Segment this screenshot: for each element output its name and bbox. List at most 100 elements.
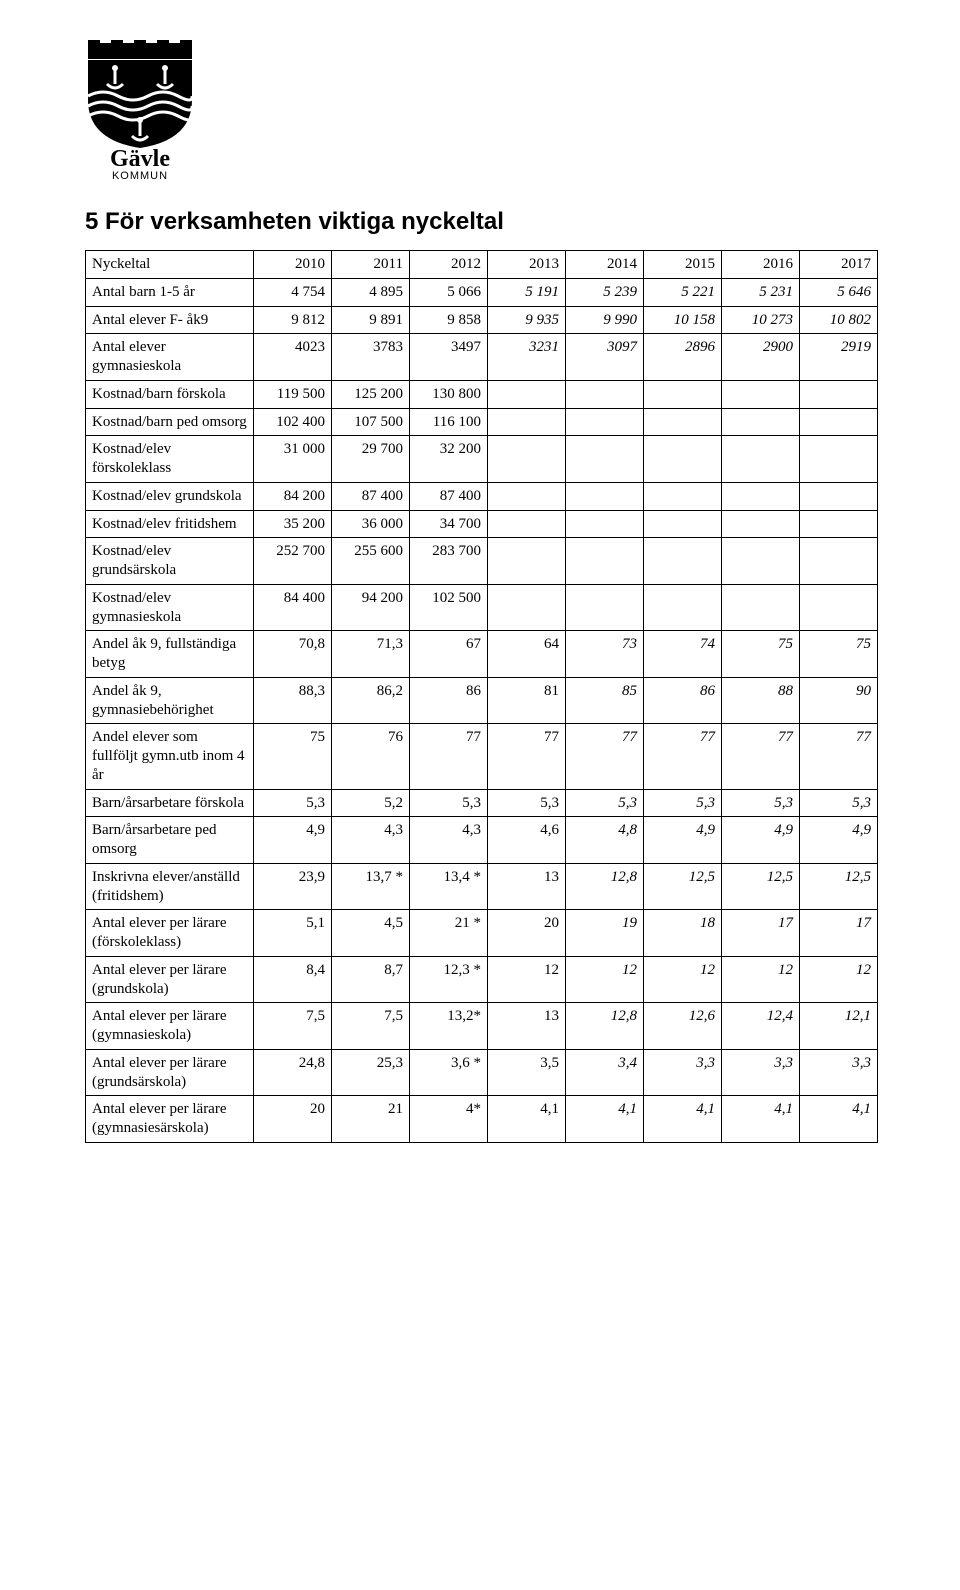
cell: 3,4 bbox=[566, 1049, 644, 1096]
row-label: Inskrivna elever/anställd (fritidshem) bbox=[86, 863, 254, 910]
cell: 5 231 bbox=[722, 278, 800, 306]
cell: 4,5 bbox=[332, 910, 410, 957]
cell: 4,3 bbox=[410, 817, 488, 864]
cell: 77 bbox=[410, 724, 488, 789]
cell: 75 bbox=[800, 631, 878, 678]
cell: 9 935 bbox=[488, 306, 566, 334]
cell bbox=[488, 584, 566, 631]
row-label: Kostnad/elev grundskola bbox=[86, 482, 254, 510]
cell bbox=[800, 510, 878, 538]
cell: 7,5 bbox=[254, 1003, 332, 1050]
year-header: 2011 bbox=[332, 251, 410, 279]
table-row: Antal elever per lärare (grundskola)8,48… bbox=[86, 956, 878, 1003]
nyckeltal-table: Nyckeltal 201020112012201320142015201620… bbox=[85, 250, 878, 1143]
row-label: Antal elever per lärare (förskoleklass) bbox=[86, 910, 254, 957]
row-label: Kostnad/elev förskoleklass bbox=[86, 436, 254, 483]
cell: 125 200 bbox=[332, 380, 410, 408]
cell: 4,9 bbox=[254, 817, 332, 864]
table-row: Antal elever F- åk99 8129 8919 8589 9359… bbox=[86, 306, 878, 334]
cell: 130 800 bbox=[410, 380, 488, 408]
cell: 85 bbox=[566, 677, 644, 724]
cell: 12 bbox=[488, 956, 566, 1003]
cell: 4,8 bbox=[566, 817, 644, 864]
document-page: Gävle KOMMUN 5 För verksamheten viktiga … bbox=[0, 0, 960, 1203]
cell: 86 bbox=[644, 677, 722, 724]
cell: 2919 bbox=[800, 334, 878, 381]
cell bbox=[800, 584, 878, 631]
table-row: Antal elever per lärare (grundsärskola)2… bbox=[86, 1049, 878, 1096]
cell: 73 bbox=[566, 631, 644, 678]
cell: 5 066 bbox=[410, 278, 488, 306]
row-label: Antal elever per lärare (grundsärskola) bbox=[86, 1049, 254, 1096]
cell bbox=[488, 380, 566, 408]
cell bbox=[722, 584, 800, 631]
cell: 90 bbox=[800, 677, 878, 724]
table-row: Kostnad/elev gymnasieskola84 40094 20010… bbox=[86, 584, 878, 631]
row-label: Kostnad/elev fritidshem bbox=[86, 510, 254, 538]
cell: 36 000 bbox=[332, 510, 410, 538]
cell: 77 bbox=[566, 724, 644, 789]
cell: 12,5 bbox=[800, 863, 878, 910]
cell: 4,1 bbox=[488, 1096, 566, 1143]
cell: 13 bbox=[488, 863, 566, 910]
cell: 12,5 bbox=[644, 863, 722, 910]
cell bbox=[644, 408, 722, 436]
table-row: Kostnad/elev förskoleklass31 00029 70032… bbox=[86, 436, 878, 483]
cell: 4* bbox=[410, 1096, 488, 1143]
cell: 29 700 bbox=[332, 436, 410, 483]
cell: 2900 bbox=[722, 334, 800, 381]
cell: 3,5 bbox=[488, 1049, 566, 1096]
cell: 75 bbox=[254, 724, 332, 789]
cell: 88 bbox=[722, 677, 800, 724]
year-header: 2013 bbox=[488, 251, 566, 279]
cell: 18 bbox=[644, 910, 722, 957]
cell: 88,3 bbox=[254, 677, 332, 724]
cell bbox=[644, 510, 722, 538]
cell bbox=[488, 408, 566, 436]
cell: 255 600 bbox=[332, 538, 410, 585]
cell bbox=[566, 584, 644, 631]
cell bbox=[800, 380, 878, 408]
cell: 3,6 * bbox=[410, 1049, 488, 1096]
cell: 12,3 * bbox=[410, 956, 488, 1003]
cell bbox=[566, 380, 644, 408]
cell: 70,8 bbox=[254, 631, 332, 678]
cell: 17 bbox=[800, 910, 878, 957]
cell: 12 bbox=[722, 956, 800, 1003]
cell: 77 bbox=[488, 724, 566, 789]
cell: 107 500 bbox=[332, 408, 410, 436]
cell: 4,1 bbox=[644, 1096, 722, 1143]
cell: 252 700 bbox=[254, 538, 332, 585]
cell bbox=[566, 510, 644, 538]
table-row: Kostnad/elev grundsärskola252 700255 600… bbox=[86, 538, 878, 585]
row-label: Andel åk 9, gymnasiebehörighet bbox=[86, 677, 254, 724]
table-row: Antal elever gymnasieskola40233783349732… bbox=[86, 334, 878, 381]
cell: 67 bbox=[410, 631, 488, 678]
year-header: 2015 bbox=[644, 251, 722, 279]
row-label: Kostnad/barn ped omsorg bbox=[86, 408, 254, 436]
cell: 74 bbox=[644, 631, 722, 678]
cell bbox=[644, 436, 722, 483]
row-label: Antal elever per lärare (gymnasieskola) bbox=[86, 1003, 254, 1050]
cell: 4,6 bbox=[488, 817, 566, 864]
table-row: Barn/årsarbetare förskola5,35,25,35,35,3… bbox=[86, 789, 878, 817]
cell bbox=[644, 538, 722, 585]
row-label: Antal barn 1-5 år bbox=[86, 278, 254, 306]
cell: 10 158 bbox=[644, 306, 722, 334]
cell: 5 221 bbox=[644, 278, 722, 306]
cell: 12,1 bbox=[800, 1003, 878, 1050]
table-body: Antal barn 1-5 år4 7544 8955 0665 1915 2… bbox=[86, 278, 878, 1142]
cell: 84 200 bbox=[254, 482, 332, 510]
cell: 77 bbox=[800, 724, 878, 789]
cell: 86 bbox=[410, 677, 488, 724]
cell: 5,3 bbox=[566, 789, 644, 817]
cell: 64 bbox=[488, 631, 566, 678]
cell: 76 bbox=[332, 724, 410, 789]
table-row: Kostnad/barn ped omsorg102 400107 500116… bbox=[86, 408, 878, 436]
cell: 3497 bbox=[410, 334, 488, 381]
row-label: Kostnad/elev grundsärskola bbox=[86, 538, 254, 585]
cell bbox=[488, 482, 566, 510]
cell: 94 200 bbox=[332, 584, 410, 631]
table-row: Andel elever som fullföljt gymn.utb inom… bbox=[86, 724, 878, 789]
cell: 10 273 bbox=[722, 306, 800, 334]
